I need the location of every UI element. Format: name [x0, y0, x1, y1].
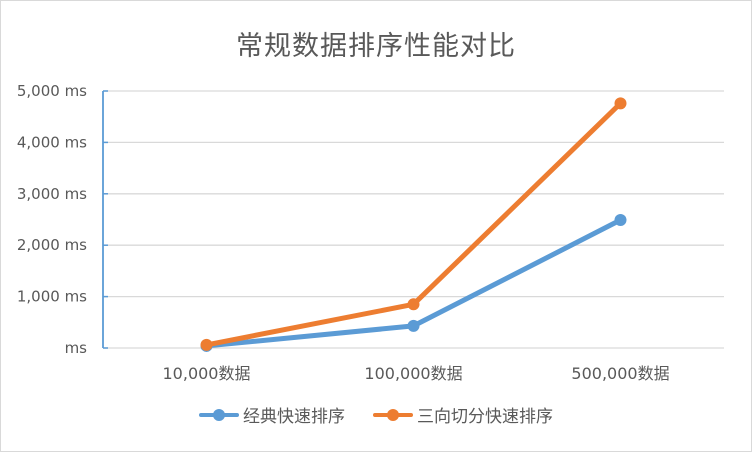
x-tick-label: 10,000数据	[163, 364, 251, 383]
legend-label: 三向切分快速排序	[417, 407, 553, 427]
x-tick-label: 100,000数据	[364, 364, 462, 383]
legend-item-classic[interactable]: 经典快速排序	[199, 402, 345, 427]
legend-label: 经典快速排序	[243, 407, 345, 427]
legend-line-marker-icon	[373, 408, 413, 421]
y-tick-label: 2,000 ms	[17, 236, 87, 254]
legend-item-three-way[interactable]: 三向切分快速排序	[373, 402, 553, 427]
data-point-marker[interactable]	[614, 214, 627, 227]
data-point-marker[interactable]	[614, 97, 627, 110]
legend: 经典快速排序 三向切分快速排序	[0, 402, 752, 427]
y-tick-label: 5,000 ms	[17, 82, 87, 100]
y-tick-label: ms	[65, 339, 88, 357]
y-tick-label: 1,000 ms	[17, 288, 87, 306]
x-tick-label: 500,000数据	[571, 364, 669, 383]
y-tick-label: 3,000 ms	[17, 185, 87, 203]
y-tick-label: 4,000 ms	[17, 133, 87, 151]
legend-line-marker-icon	[199, 408, 239, 421]
chart-title: 常规数据排序性能对比	[236, 31, 516, 62]
data-point-marker[interactable]	[200, 338, 213, 351]
data-point-marker[interactable]	[407, 298, 420, 311]
data-point-marker[interactable]	[407, 319, 420, 332]
